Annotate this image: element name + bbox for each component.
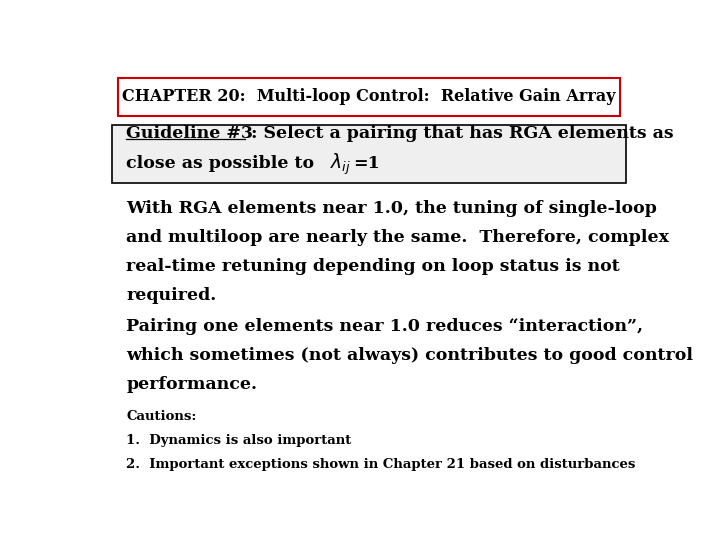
FancyBboxPatch shape — [118, 78, 620, 116]
Text: which sometimes (not always) contributes to good control: which sometimes (not always) contributes… — [126, 347, 693, 365]
Text: close as possible to: close as possible to — [126, 156, 320, 172]
Text: required.: required. — [126, 287, 217, 304]
Text: 1.  Dynamics is also important: 1. Dynamics is also important — [126, 434, 351, 447]
Text: Cautions:: Cautions: — [126, 410, 197, 423]
Text: Guideline #3: Guideline #3 — [126, 125, 253, 142]
Text: With RGA elements near 1.0, the tuning of single-loop: With RGA elements near 1.0, the tuning o… — [126, 200, 657, 217]
Text: and multiloop are nearly the same.  Therefore, complex: and multiloop are nearly the same. There… — [126, 229, 670, 246]
Text: real-time retuning depending on loop status is not: real-time retuning depending on loop sta… — [126, 258, 620, 275]
Text: Pairing one elements near 1.0 reduces “interaction”,: Pairing one elements near 1.0 reduces “i… — [126, 318, 644, 335]
Text: : Select a pairing that has RGA elements as: : Select a pairing that has RGA elements… — [245, 125, 674, 142]
Text: performance.: performance. — [126, 376, 257, 394]
FancyBboxPatch shape — [112, 125, 626, 183]
Text: 2.  Important exceptions shown in Chapter 21 based on disturbances: 2. Important exceptions shown in Chapter… — [126, 458, 636, 471]
Text: =1: =1 — [354, 156, 380, 172]
Text: CHAPTER 20:  Multi-loop Control:  Relative Gain Array: CHAPTER 20: Multi-loop Control: Relative… — [122, 89, 616, 105]
Text: $\lambda_{ij}$: $\lambda_{ij}$ — [330, 151, 351, 177]
